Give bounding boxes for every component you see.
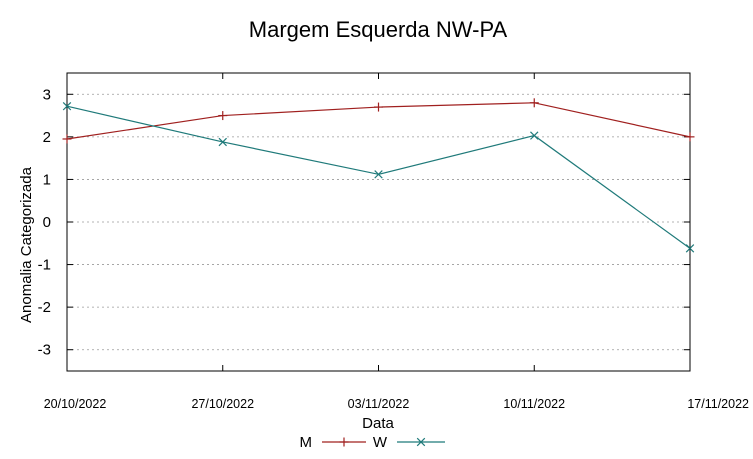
legend-marker	[416, 437, 426, 447]
y-tick-label: 1	[43, 171, 51, 188]
y-tick-label: -2	[38, 299, 51, 316]
y-axis: 3 2 1 0 -1 -2 -3	[38, 86, 690, 359]
x-axis-label: Data	[362, 415, 394, 432]
x-tick-label: 17/11/2022	[687, 397, 749, 411]
x-axis: 20/10/2022 27/10/2022 03/11/2022 10/11/2022…	[44, 73, 749, 411]
legend-marker	[339, 437, 349, 447]
y-tick-label: -3	[38, 342, 51, 359]
x-tick-label: 27/10/2022	[191, 397, 254, 411]
data-point-M	[374, 102, 383, 112]
data-point-W	[530, 131, 539, 140]
data-point-M	[218, 111, 228, 121]
series-line-W	[66, 105, 691, 249]
y-tick-label: 3	[43, 86, 51, 103]
data-point-W	[374, 170, 383, 179]
y-tick-label: 0	[43, 214, 51, 231]
data-point-W	[62, 101, 72, 111]
data-point-M	[62, 134, 72, 144]
data-point-W	[218, 137, 227, 147]
chart-title: Margem Esquerda NW-PA	[249, 17, 508, 42]
x-tick-label: 03/11/2022	[348, 397, 410, 411]
data-point-W	[685, 244, 695, 253]
legend-entry-W: W	[373, 434, 445, 451]
data-point-M	[529, 98, 539, 108]
x-tick-label: 20/10/2022	[44, 397, 107, 411]
series	[62, 98, 695, 253]
y-tick-label: 2	[43, 129, 51, 146]
data-point-M	[685, 132, 695, 142]
grid	[67, 93, 690, 351]
y-axis-label: Anomalia Categorizada	[18, 166, 35, 323]
legend-entry-M: M	[300, 434, 366, 451]
legend-label: M	[300, 434, 313, 451]
y-tick-label: -1	[38, 257, 51, 274]
x-tick-label: 10/11/2022	[503, 397, 565, 411]
legend-label: W	[373, 434, 388, 451]
